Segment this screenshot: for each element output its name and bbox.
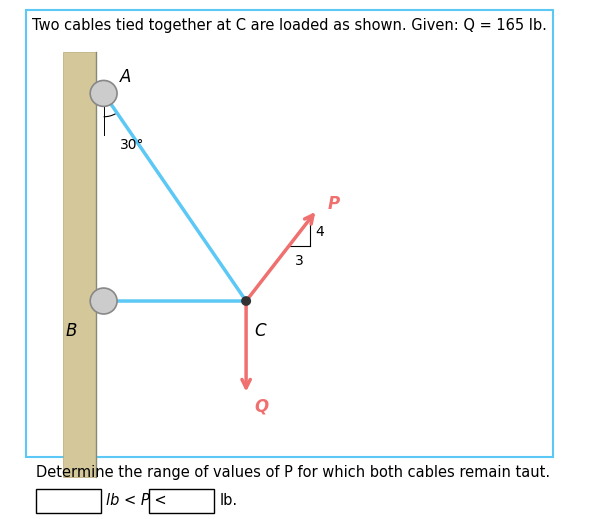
Bar bbox=[26, 10, 553, 457]
Text: C: C bbox=[254, 322, 266, 340]
Text: 3: 3 bbox=[295, 254, 304, 268]
Text: Q: Q bbox=[254, 397, 268, 415]
Text: Two cables tied together at C are loaded as shown. Given: Q = 165 lb.: Two cables tied together at C are loaded… bbox=[32, 18, 547, 33]
FancyBboxPatch shape bbox=[37, 489, 101, 513]
Text: A: A bbox=[120, 67, 131, 86]
Text: lb.: lb. bbox=[219, 494, 237, 508]
Text: Determine the range of values of P for which both cables remain taut.: Determine the range of values of P for w… bbox=[37, 465, 551, 480]
Text: P: P bbox=[328, 196, 340, 213]
Circle shape bbox=[242, 297, 250, 305]
Circle shape bbox=[90, 80, 117, 106]
Circle shape bbox=[90, 288, 117, 314]
Text: B: B bbox=[66, 322, 77, 340]
Text: 30°: 30° bbox=[120, 139, 144, 152]
Bar bbox=[63, 52, 95, 477]
Text: lb < P <: lb < P < bbox=[106, 494, 167, 508]
Text: 4: 4 bbox=[316, 225, 324, 239]
FancyBboxPatch shape bbox=[149, 489, 214, 513]
